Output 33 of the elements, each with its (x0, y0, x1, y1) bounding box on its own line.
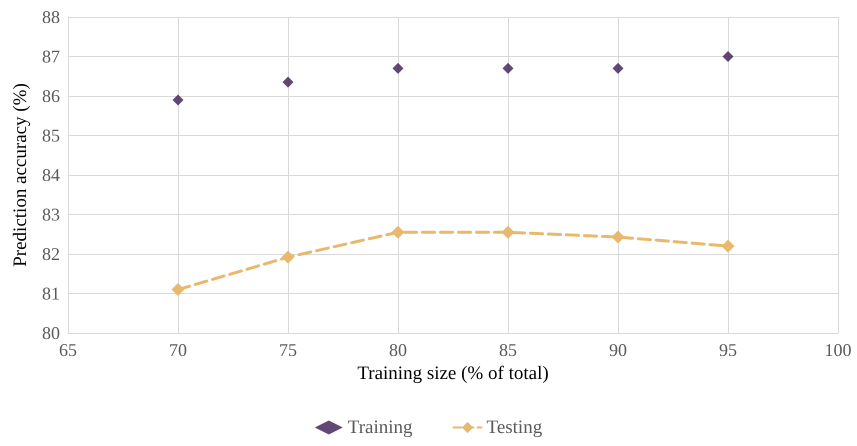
point (722, 51, 734, 62)
point (722, 240, 734, 253)
x-axis-title: Training size (% of total) (357, 362, 549, 384)
point (502, 62, 514, 74)
x-tick-label: 65 (59, 340, 77, 360)
point (172, 283, 184, 296)
y-tick-label: 85 (42, 126, 60, 146)
y-tick-label: 80 (42, 323, 60, 343)
point (392, 62, 404, 74)
point (282, 76, 294, 88)
x-tick-label: 100 (824, 340, 852, 360)
point (612, 62, 624, 74)
x-tick-label: 80 (389, 340, 407, 360)
y-tick-label: 82 (42, 244, 60, 264)
x-tick-label: 75 (279, 340, 297, 360)
point (172, 94, 184, 106)
point (282, 250, 294, 264)
point (392, 226, 404, 239)
y-tick-label: 84 (42, 165, 60, 185)
point (612, 230, 624, 244)
x-tick-label: 85 (499, 340, 517, 360)
y-tick-label: 87 (42, 46, 60, 66)
y-tick-label: 83 (42, 204, 60, 224)
x-tick-label: 90 (609, 340, 627, 360)
x-tick-label: 95 (719, 340, 737, 360)
y-tick-label: 88 (42, 7, 60, 27)
y-tick-label: 86 (42, 86, 60, 106)
legend-label: Training (348, 417, 414, 438)
legend-label: Testing (486, 417, 543, 438)
y-axis-title: Prediction accuracy (%) (10, 83, 31, 267)
point (502, 226, 514, 239)
y-tick-label: 81 (42, 284, 60, 304)
x-tick-label: 70 (169, 340, 187, 360)
